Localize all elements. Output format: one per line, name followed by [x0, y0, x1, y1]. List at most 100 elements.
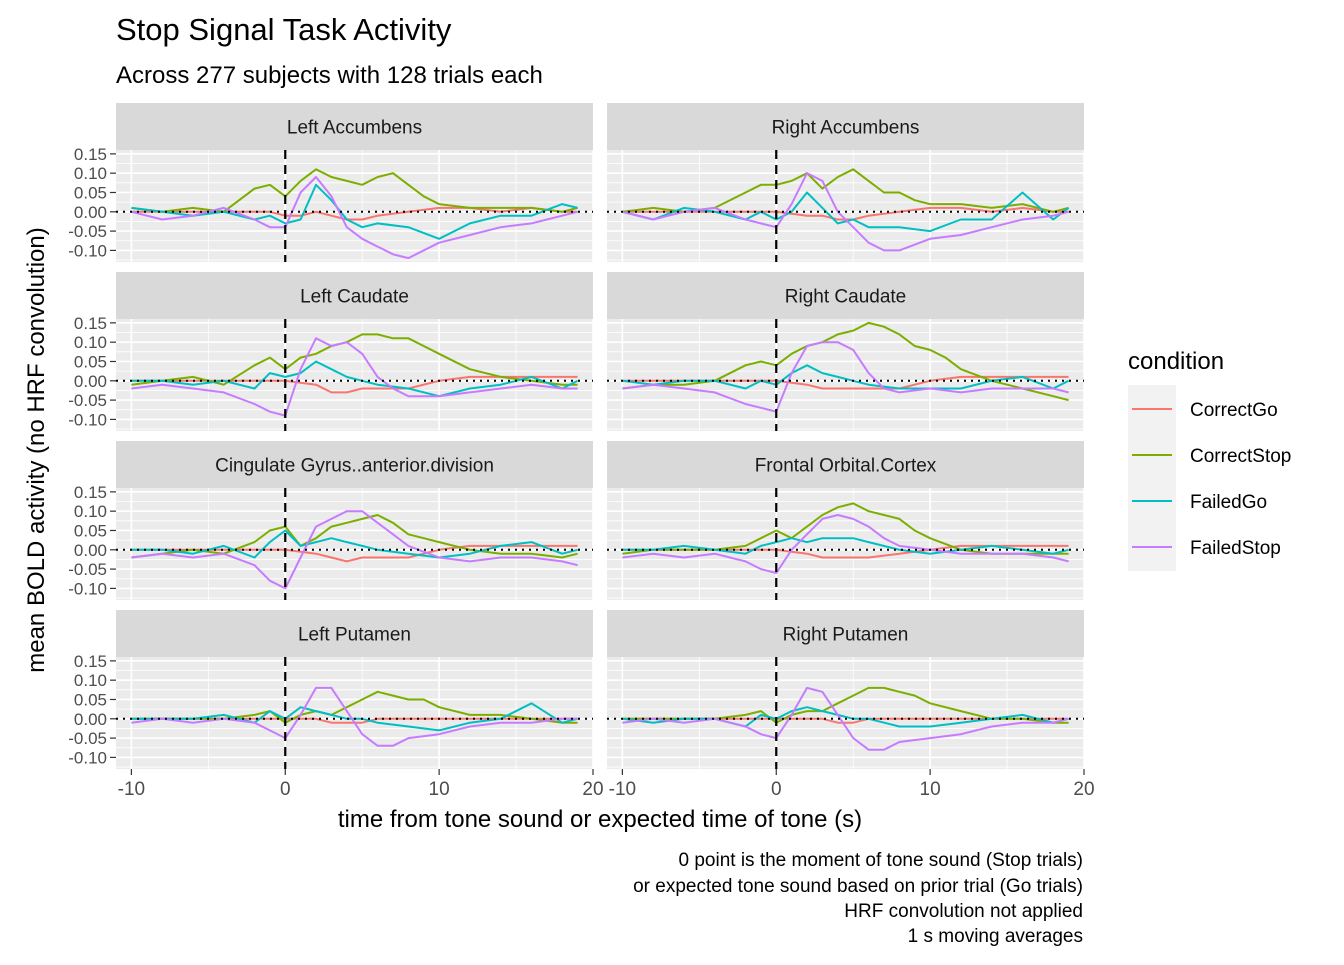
series-line-failedgo: [622, 191, 1070, 233]
facet-panel: Left Caudate -0.10-0.050.000.050.100.15: [68, 272, 594, 431]
series-line-correctstop: [622, 502, 1069, 555]
series-line-failedstop: [131, 176, 578, 260]
facet-panel: Right Caudate: [607, 272, 1085, 431]
y-tick-label: 0.05: [74, 521, 107, 540]
legend-label: CorrectStop: [1190, 446, 1291, 467]
y-tick-label: 0.10: [74, 164, 107, 183]
y-tick-label: 0.00: [74, 203, 107, 222]
caption-line-3: HRF convolution not applied: [844, 901, 1083, 922]
series-line-failedstop: [622, 341, 1069, 413]
x-tick-label: 10: [429, 779, 450, 800]
x-tick-label: 0: [280, 779, 291, 800]
facet-title: Right Accumbens: [772, 118, 920, 139]
legend-label: CorrectGo: [1190, 400, 1278, 421]
series-line-failedstop: [131, 337, 578, 417]
panel-background: [116, 319, 593, 431]
y-tick-label: -0.10: [68, 748, 107, 767]
legend: condition CorrectGo CorrectStop FailedGo Fa…: [1128, 348, 1291, 571]
series-line-correctstop: [622, 168, 1069, 213]
y-tick-label: 0.15: [74, 483, 107, 502]
x-tick-label: 20: [582, 779, 603, 800]
y-tick-label: 0.10: [74, 333, 107, 352]
x-tick-label: -10: [118, 779, 145, 800]
facet-strip: [607, 610, 1084, 657]
chart-title: Stop Signal Task Activity: [116, 12, 452, 47]
caption-line-1: 0 point is the moment of tone sound (Sto…: [679, 850, 1084, 871]
facet-strip: [116, 103, 593, 150]
facet-title: Left Caudate: [300, 287, 409, 308]
y-tick-label: -0.10: [68, 241, 107, 260]
x-tick-label: -10: [609, 779, 636, 800]
facet-panels: Left Accumbens-0.10-0.050.000.050.100.15…: [68, 103, 1095, 800]
series-line-failedstop: [131, 510, 578, 590]
y-tick-label: -0.05: [68, 391, 107, 410]
facet-title: Frontal Orbital.Cortex: [755, 456, 937, 477]
caption-line-4: 1 s moving averages: [908, 926, 1083, 947]
facet-panel: Left Putamen -0.10-0.050.000.050.100.15 -1…: [68, 610, 604, 800]
series-line-failedgo: [131, 529, 578, 559]
y-tick-label: -0.05: [68, 729, 107, 748]
facet-panel: Right Accumbens: [607, 103, 1085, 262]
facet-strip: [607, 103, 1084, 150]
y-tick-label: -0.05: [68, 222, 107, 241]
facet-title: Left Accumbens: [287, 118, 422, 139]
y-tick-label: 0.10: [74, 502, 107, 521]
series-line-correctstop: [131, 333, 578, 386]
facet-strip: [116, 441, 593, 488]
x-axis-title: time from tone sound or expected time of…: [338, 806, 862, 833]
panel-background: [116, 150, 593, 262]
y-tick-label: 0.15: [74, 652, 107, 671]
series-line-correctstop: [622, 321, 1069, 402]
legend-label: FailedGo: [1190, 492, 1267, 513]
panel-background: [607, 319, 1084, 431]
legend-key-background: [1128, 385, 1176, 571]
y-tick-label: -0.10: [68, 579, 107, 598]
y-tick-label: 0.00: [74, 541, 107, 560]
y-tick-label: 0.00: [74, 372, 107, 391]
y-tick-label: 0.00: [74, 710, 107, 729]
y-tick-label: 0.05: [74, 690, 107, 709]
series-line-failedgo: [622, 364, 1070, 390]
facet-title: Right Caudate: [785, 287, 906, 308]
facet-panel: Frontal Orbital.Cortex: [607, 441, 1085, 600]
facet-title: Right Putamen: [783, 625, 909, 646]
facet-strip: [116, 610, 593, 657]
facet-strip: [607, 441, 1084, 488]
facet-title: Cingulate Gyrus..anterior.division: [215, 456, 494, 477]
series-line-correctstop: [131, 690, 578, 724]
series-line-failedstop: [622, 686, 1069, 751]
series-line-correctstop: [131, 168, 578, 213]
caption: 0 point is the moment of tone sound (Sto…: [633, 850, 1083, 947]
series-line-failedstop: [622, 172, 1069, 252]
y-axis-title: mean BOLD activity (no HRF convolution): [23, 227, 50, 673]
y-tick-label: -0.05: [68, 560, 107, 579]
facet-panel: Left Accumbens -0.10-0.050.000.050.100.15: [68, 103, 594, 262]
legend-label: FailedStop: [1190, 538, 1281, 559]
caption-line-2: or expected tone sound based on prior tr…: [633, 876, 1083, 897]
y-tick-label: 0.15: [74, 145, 107, 164]
y-tick-label: -0.10: [68, 410, 107, 429]
chart-subtitle: Across 277 subjects with 128 trials each: [116, 62, 543, 89]
series-line-failedstop: [131, 686, 578, 747]
legend-title: condition: [1128, 348, 1224, 375]
y-tick-label: 0.05: [74, 183, 107, 202]
y-tick-label: 0.10: [74, 671, 107, 690]
facet-title: Left Putamen: [298, 625, 411, 646]
facet-panel: Cingulate Gyrus..anterior.division -0.10-…: [68, 441, 594, 600]
panel-background: [607, 657, 1084, 769]
facet-strip: [607, 272, 1084, 319]
facet-strip: [116, 272, 593, 319]
series-line-failedstop: [622, 514, 1069, 574]
x-tick-label: 0: [771, 779, 782, 800]
series-line-correctstop: [622, 686, 1069, 724]
y-tick-label: 0.15: [74, 314, 107, 333]
panel-background: [607, 488, 1084, 600]
panel-background: [116, 657, 593, 769]
facet-panel: Right Putamen -10 0 10 20: [607, 610, 1095, 800]
series-line-failedgo: [131, 360, 579, 398]
series-line-correctstop: [131, 514, 578, 559]
x-tick-label: 10: [920, 779, 941, 800]
y-tick-label: 0.05: [74, 352, 107, 371]
